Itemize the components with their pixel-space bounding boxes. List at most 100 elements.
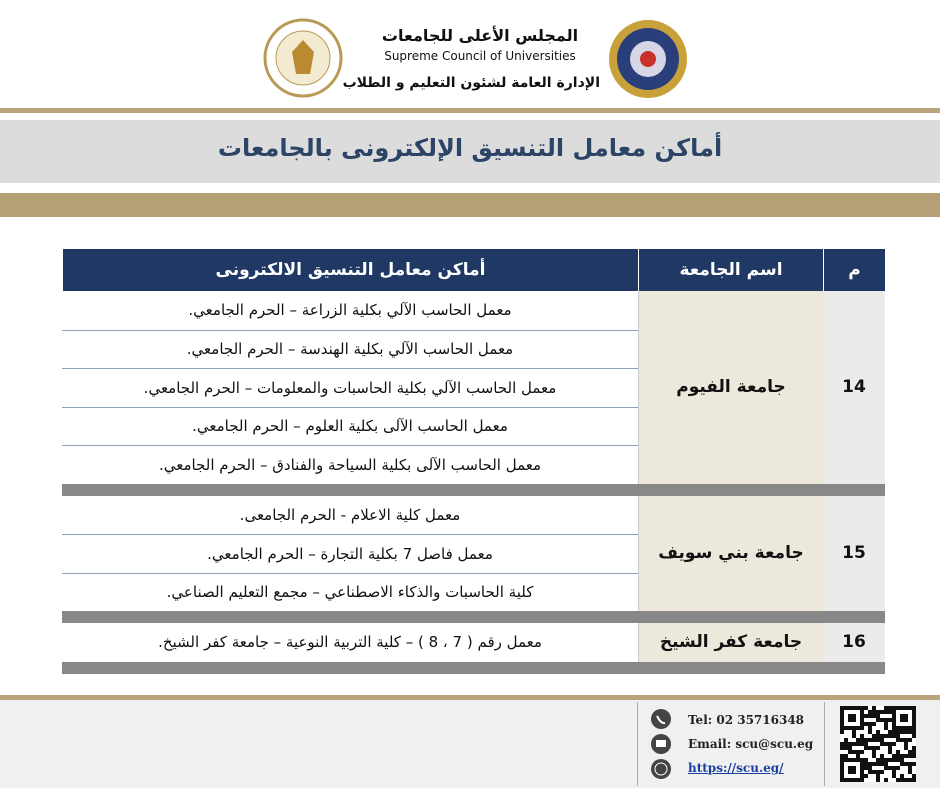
qr-module <box>880 718 884 722</box>
qr-module <box>860 750 864 754</box>
qr-module <box>884 726 888 730</box>
location-cell: معمل الحاسب الآلي بكلية الحاسبات والمعلو… <box>62 368 638 407</box>
university-cell: جامعة بني سويف <box>638 495 823 611</box>
qr-module <box>900 738 904 742</box>
qr-module <box>868 714 872 718</box>
qr-module <box>888 758 892 762</box>
qr-module <box>880 770 884 774</box>
location-cell: معمل كلية الاعلام - الحرم الجامعى. <box>62 495 638 534</box>
qr-module <box>908 754 912 758</box>
qr-module <box>892 774 896 778</box>
qr-module <box>888 710 892 714</box>
qr-module <box>876 778 880 782</box>
council-name-ar: المجلس الأعلى للجامعات <box>381 26 579 45</box>
qr-module <box>844 746 848 750</box>
qr-module <box>880 762 884 766</box>
qr-module <box>892 766 896 770</box>
location-cell: كلية الحاسبات والذكاء الاصطناعي – مجمع ا… <box>62 572 638 611</box>
qr-module <box>912 754 916 758</box>
qr-module <box>840 746 844 750</box>
qr-module <box>912 730 916 734</box>
qr-module <box>908 750 912 754</box>
qr-module <box>880 742 884 746</box>
location-cell: معمل الحاسب الآلى بكلية السياحة والفنادق… <box>62 445 638 484</box>
qr-module <box>880 758 884 762</box>
qr-module <box>880 734 884 738</box>
qr-module <box>872 738 876 742</box>
qr-module <box>868 738 872 742</box>
qr-module <box>864 746 868 750</box>
qr-module <box>876 746 880 750</box>
location-cell: معمل الحاسب الآلي بكلية الهندسة – الحرم … <box>62 329 638 368</box>
table: م اسم الجامعة أماكن معامل التنسيق الالكترو… <box>62 249 885 674</box>
qr-module <box>896 738 900 742</box>
qr-module <box>884 762 888 766</box>
qr-module <box>876 774 880 778</box>
qr-module <box>884 718 888 722</box>
qr-module <box>844 754 848 758</box>
qr-module <box>864 766 868 770</box>
qr-module <box>884 766 888 770</box>
qr-module <box>892 754 896 758</box>
qr-module <box>888 706 892 710</box>
council-name-en: Supreme Council of Universities <box>384 49 576 63</box>
qr-module <box>904 730 908 734</box>
qr-module <box>900 774 904 778</box>
email: Email: scu@scu.eg <box>688 737 814 751</box>
qr-module <box>908 766 912 770</box>
header-cell: أماكن معامل التنسيق الالكترونى <box>62 249 638 291</box>
qr-module <box>912 774 916 778</box>
qr-module <box>848 746 852 750</box>
qr-module <box>892 742 896 746</box>
qr-module <box>884 742 888 746</box>
qr-module <box>868 746 872 750</box>
contact-box <box>637 702 825 786</box>
qr-module <box>908 738 912 742</box>
location-cell: معمل الحاسب الآلى بكلية العلوم – الحرم ا… <box>62 406 638 445</box>
qr-module <box>856 742 860 746</box>
qr-module <box>880 710 884 714</box>
url[interactable]: https://scu.eg/ <box>688 761 784 775</box>
location-cell: معمل رقم ( 7 ، 8 ) – كلية التربية النوعي… <box>62 623 638 662</box>
number-cell: 15 <box>823 495 885 611</box>
row-separator <box>62 611 885 623</box>
footer-line <box>0 695 940 700</box>
qr-module <box>888 742 892 746</box>
qr-module <box>848 750 852 754</box>
qr-module <box>896 766 900 770</box>
qr-module <box>884 778 888 782</box>
qr-module <box>888 746 892 750</box>
qr-module <box>872 762 876 766</box>
qr-module <box>896 750 900 754</box>
qr-module <box>900 758 904 762</box>
title: أماكن معامل التنسيق الإلكترونى بالجامعات <box>217 134 723 162</box>
qr-module <box>908 730 912 734</box>
qr-module <box>900 778 904 782</box>
qr-module <box>912 750 916 754</box>
footer: Tel: 02 35716348 Email: scu@scu.eg https… <box>0 700 940 788</box>
qr-module <box>896 754 900 758</box>
qr-module <box>864 722 868 726</box>
qr-module <box>876 762 880 766</box>
qr-module <box>852 734 856 738</box>
qr-module <box>868 722 872 726</box>
qr-module <box>888 750 892 754</box>
qr-module <box>872 754 876 758</box>
qr-module <box>880 754 884 758</box>
qr-module <box>872 734 876 738</box>
qr-module <box>864 706 868 710</box>
qr-module <box>876 714 880 718</box>
qr-module <box>856 754 860 758</box>
qr-module <box>860 734 864 738</box>
tel: Tel: 02 35716348 <box>688 713 805 727</box>
qr-module <box>896 758 900 762</box>
qr-module <box>908 770 912 774</box>
qr-module <box>888 734 892 738</box>
location-cell: معمل فاصل 7 بكلية التجارة – الحرم الجامع… <box>62 534 638 573</box>
qr-module <box>840 754 844 758</box>
qr-code <box>840 706 916 782</box>
qr-module <box>908 762 912 766</box>
header-cell: م <box>823 249 885 291</box>
qr-module <box>908 778 912 782</box>
